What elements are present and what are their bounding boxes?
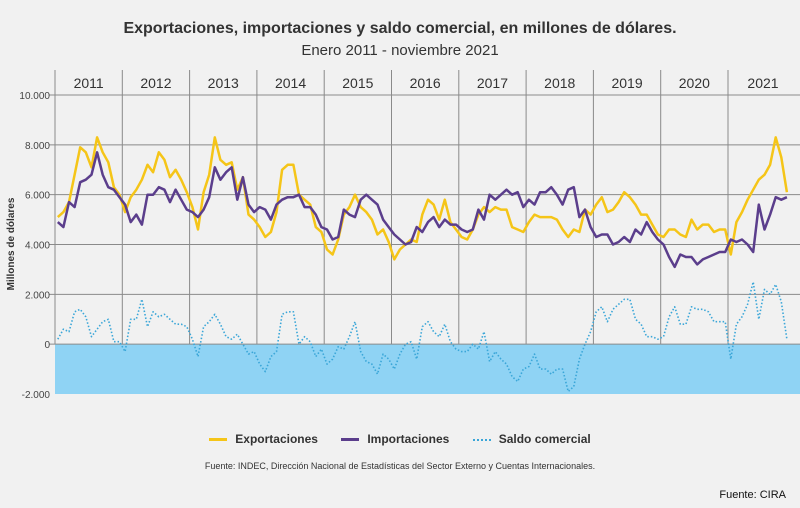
y-axis-label: Millones de dólares xyxy=(6,197,17,290)
series-line-importaciones xyxy=(56,151,788,269)
y-tick-label: 4.000 xyxy=(25,241,50,252)
y-tick-label: 10.000 xyxy=(19,91,50,102)
source-note: Fuente: INDEC, Dirección Nacional de Est… xyxy=(204,461,596,471)
year-label: 2016 xyxy=(410,75,441,91)
y-tick-label: 8.000 xyxy=(25,141,50,152)
y-tick-label: 0 xyxy=(44,340,50,351)
legend-item-saldo: Saldo comercial xyxy=(472,432,591,446)
year-label: 2021 xyxy=(747,75,778,91)
chart-subtitle: Enero 2011 - noviembre 2021 xyxy=(301,42,499,59)
series-line-saldo-comercial xyxy=(57,281,788,393)
year-label: 2018 xyxy=(544,75,575,91)
year-label: 2014 xyxy=(275,75,306,91)
year-label: 2019 xyxy=(611,75,642,91)
legend-item-importaciones: Importaciones xyxy=(341,432,449,446)
legend-swatch-exportaciones xyxy=(209,438,228,442)
legend-label-exportaciones: Exportaciones xyxy=(235,432,318,446)
credit-note: Fuente: CIRA xyxy=(719,489,786,501)
legend-swatch-importaciones xyxy=(341,438,360,442)
legend: Exportaciones Importaciones Saldo comerc… xyxy=(0,432,800,446)
legend-swatch-saldo xyxy=(472,438,491,441)
year-label: 2012 xyxy=(140,75,171,91)
chart-svg: 2011 2012 2013 2014 2015 2016 2017 2018 2019 2020… xyxy=(6,70,800,401)
negative-region-band xyxy=(55,344,800,394)
year-label: 2017 xyxy=(477,75,508,91)
series-line-exportaciones xyxy=(56,136,789,261)
year-label: 2011 xyxy=(74,75,104,91)
y-tick-label: 2.000 xyxy=(25,290,50,301)
year-label: 2020 xyxy=(679,75,710,91)
y-tick-label: -2.000 xyxy=(22,390,51,401)
legend-item-exportaciones: Exportaciones xyxy=(209,432,318,446)
y-tick-label: 6.000 xyxy=(25,191,50,202)
legend-label-importaciones: Importaciones xyxy=(367,432,450,446)
year-label: 2015 xyxy=(342,75,373,91)
legend-label-saldo: Saldo comercial xyxy=(498,432,591,446)
year-label: 2013 xyxy=(208,75,239,91)
chart-title: Exportaciones, importaciones y saldo com… xyxy=(123,20,677,37)
